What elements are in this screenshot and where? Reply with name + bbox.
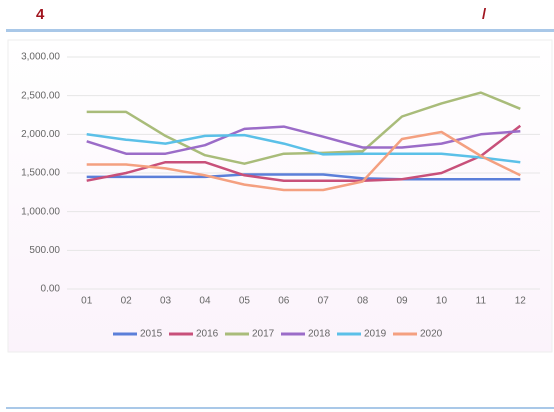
x-tick-label: 05 bbox=[239, 296, 251, 307]
y-tick-label: 0.00 bbox=[41, 284, 61, 295]
x-tick-label: 02 bbox=[121, 296, 133, 307]
x-tick-label: 08 bbox=[357, 296, 369, 307]
line-series bbox=[86, 125, 521, 155]
x-tick-label: 03 bbox=[160, 296, 172, 307]
line-series bbox=[86, 124, 522, 182]
line-series bbox=[86, 173, 521, 181]
line-series bbox=[86, 133, 521, 164]
legend-label: 2015 bbox=[140, 329, 163, 340]
x-tick-label: 11 bbox=[476, 296, 487, 307]
legend-label: 2017 bbox=[252, 329, 275, 340]
x-tick-label: 04 bbox=[199, 296, 211, 307]
x-tick-label: 01 bbox=[81, 296, 93, 307]
line-series bbox=[86, 91, 521, 165]
x-tick-label: 09 bbox=[396, 296, 408, 307]
y-tick-label: 1,000.00 bbox=[21, 206, 60, 217]
line-series bbox=[86, 130, 521, 192]
y-tick-label: 500.00 bbox=[29, 245, 60, 256]
header-left: 4 bbox=[36, 6, 45, 23]
y-tick-label: 1,500.00 bbox=[21, 168, 60, 179]
header-right: / bbox=[482, 6, 487, 23]
x-tick-label: 06 bbox=[278, 296, 290, 307]
x-tick-label: 12 bbox=[515, 296, 527, 307]
legend-label: 2016 bbox=[196, 329, 219, 340]
y-tick-label: 3,000.00 bbox=[21, 52, 60, 63]
legend-label: 2018 bbox=[308, 329, 331, 340]
chart-panel bbox=[7, 39, 553, 353]
x-tick-label: 07 bbox=[318, 296, 330, 307]
legend-label: 2019 bbox=[364, 329, 387, 340]
header-rule bbox=[6, 29, 554, 32]
footer-rule bbox=[6, 407, 554, 409]
legend-label: 2020 bbox=[420, 329, 443, 340]
x-tick-label: 10 bbox=[436, 296, 448, 307]
y-tick-label: 2,500.00 bbox=[21, 90, 60, 101]
y-tick-label: 2,000.00 bbox=[21, 129, 60, 140]
